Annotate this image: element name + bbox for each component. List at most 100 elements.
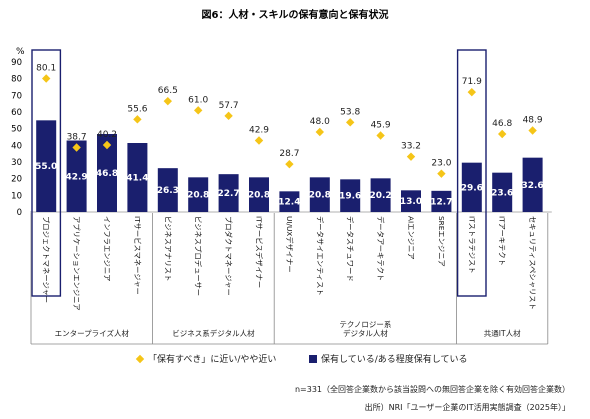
diamond-value-label: 61.0: [188, 95, 208, 105]
diamond-value-label: 80.1: [36, 64, 56, 74]
bar: [279, 191, 300, 212]
y-tick-label: 10: [11, 191, 22, 201]
category-label: ITサービスデザイナー: [255, 216, 264, 288]
diamond-value-label: 33.2: [401, 142, 421, 152]
diamond-value-label: 38.7: [67, 133, 87, 143]
category-label: ITサービスマネージャー: [133, 216, 142, 295]
group-label: テクノロジー系: [339, 319, 392, 329]
category-label: ビジネスプロデューサー: [194, 216, 203, 296]
diamond-value-label: 71.9: [462, 77, 482, 87]
bar-value-label: 26.3: [157, 186, 179, 196]
diamond-marker: [254, 136, 264, 145]
diamond-marker: [285, 159, 294, 169]
bar-value-label: 46.8: [96, 169, 118, 179]
category-label: セキュリティスペシャリスト: [528, 216, 537, 310]
y-tick-label: 50: [11, 125, 22, 135]
bar-value-label: 29.6: [461, 183, 483, 193]
bar: [249, 177, 269, 212]
category-label: AIエンジニア: [407, 216, 416, 260]
bar: [36, 120, 57, 212]
y-tick-label: 80: [11, 75, 22, 85]
diamond-marker: [224, 111, 233, 121]
bar-value-label: 23.6: [491, 188, 513, 198]
y-tick-label: 70: [11, 91, 22, 101]
y-tick-label: 20: [11, 175, 22, 185]
category-label: ビジネスアナリスト: [163, 216, 172, 282]
legend: 「保有すべき」に近い/やや近い 保有している/ある程度保有している: [135, 353, 468, 365]
y-tick-label: 0: [17, 208, 22, 218]
highlight-box: [31, 49, 62, 297]
bar-value-label: 55.0: [35, 162, 57, 172]
bars: 55.0 42.9 46.8 41.4 26.3 20.8 22.7 20.8 12.4 20.8…: [35, 120, 544, 212]
y-tick-label: 30: [11, 158, 22, 168]
bar: [431, 190, 452, 212]
diamond-marker: [42, 74, 51, 83]
diamond-marker: [528, 126, 537, 135]
bar-value-label: 32.6: [521, 181, 543, 191]
bar-value-label: 20.2: [369, 191, 391, 201]
diamond-markers: 80.1 38.7 40.2 55.6 66.5 61.0 57.7 42.9 28.7 48.0…: [36, 64, 543, 178]
diamond-marker: [315, 127, 324, 137]
bar: [522, 157, 543, 212]
bar-value-label: 20.8: [187, 191, 209, 201]
diamond-marker: [133, 115, 142, 124]
bar-value-label: 22.7: [217, 189, 239, 199]
bar-value-label: 12.4: [278, 198, 300, 208]
footnote: n=331（全回答企業数から該当設問への無回答企業を除く有効回答企業数）: [295, 384, 570, 394]
y-tick-label: 60: [11, 108, 22, 118]
bar: [218, 174, 239, 212]
category-label: データサイエンティスト: [315, 216, 324, 296]
diamond-value-label: 28.7: [279, 149, 299, 159]
legend-diamond-icon: [135, 354, 145, 364]
diamond-marker: [346, 118, 355, 127]
bar-value-label: 19.6: [339, 192, 361, 202]
bar: [127, 143, 148, 212]
category-label: ITストラテジスト: [467, 216, 476, 274]
bar: [157, 168, 178, 212]
diamond-value-label: 55.6: [127, 104, 147, 114]
y-axis-unit: %: [16, 47, 25, 57]
category-label: SREエンジニア: [437, 216, 446, 267]
bar-value-label: 13.0: [400, 197, 422, 207]
diamond-value-label: 53.8: [340, 107, 360, 117]
bar: [461, 162, 482, 212]
diamond-marker: [467, 87, 476, 97]
diamond-value-label: 48.9: [523, 116, 543, 126]
highlight-boxes: [31, 49, 487, 297]
category-label: データスチュワード: [346, 216, 355, 282]
bar: [66, 140, 87, 212]
category-labels: プロジェクトマネージャー アプリケーションエンジニア インフラエンジニア ITサービス…: [42, 216, 537, 311]
bar: [401, 190, 421, 212]
bar-value-label: 42.9: [65, 172, 87, 182]
diamond-value-label: 23.0: [431, 159, 451, 169]
bar-value-label: 41.4: [126, 174, 148, 184]
category-label: UI/UXデザイナー: [285, 216, 294, 273]
legend-label-should-have: 「保有すべき」に近い/やや近い: [148, 353, 276, 365]
group-label: エンタープライズ人材: [55, 328, 130, 338]
bar: [340, 179, 361, 212]
legend-label-have: 保有している/ある程度保有している: [321, 353, 468, 365]
bar: [492, 172, 513, 212]
diamond-value-label: 45.9: [371, 121, 391, 131]
diamond-marker: [194, 106, 203, 115]
category-label: ITアーキテクト: [498, 216, 507, 266]
diamond-marker: [406, 152, 416, 161]
source-note: 出所）NRI「ユーザー企業のIT活用実態調査（2025年）」: [365, 402, 570, 412]
group-label: ビジネス系デジタル人材: [172, 328, 255, 338]
category-label: インフラエンジニア: [103, 216, 112, 281]
chart-title: 図6：人材・スキルの保有意向と保有状況: [202, 8, 389, 21]
bar: [188, 177, 209, 212]
group-label: デジタル人材: [343, 328, 388, 338]
category-label: アプリケーションエンジニア: [72, 216, 81, 311]
legend-bar-icon: [309, 355, 317, 363]
diamond-marker: [376, 131, 385, 140]
category-label: データアーキテクト: [376, 216, 385, 281]
diamond-marker: [498, 129, 507, 139]
group-label: 共通IT人材: [484, 328, 521, 338]
y-tick-label: 40: [11, 141, 22, 151]
category-label: プロダクトマネージャー: [224, 216, 233, 296]
diamond-value-label: 66.5: [158, 86, 178, 96]
highlight-box: [456, 49, 487, 297]
diamond-marker: [163, 96, 172, 106]
